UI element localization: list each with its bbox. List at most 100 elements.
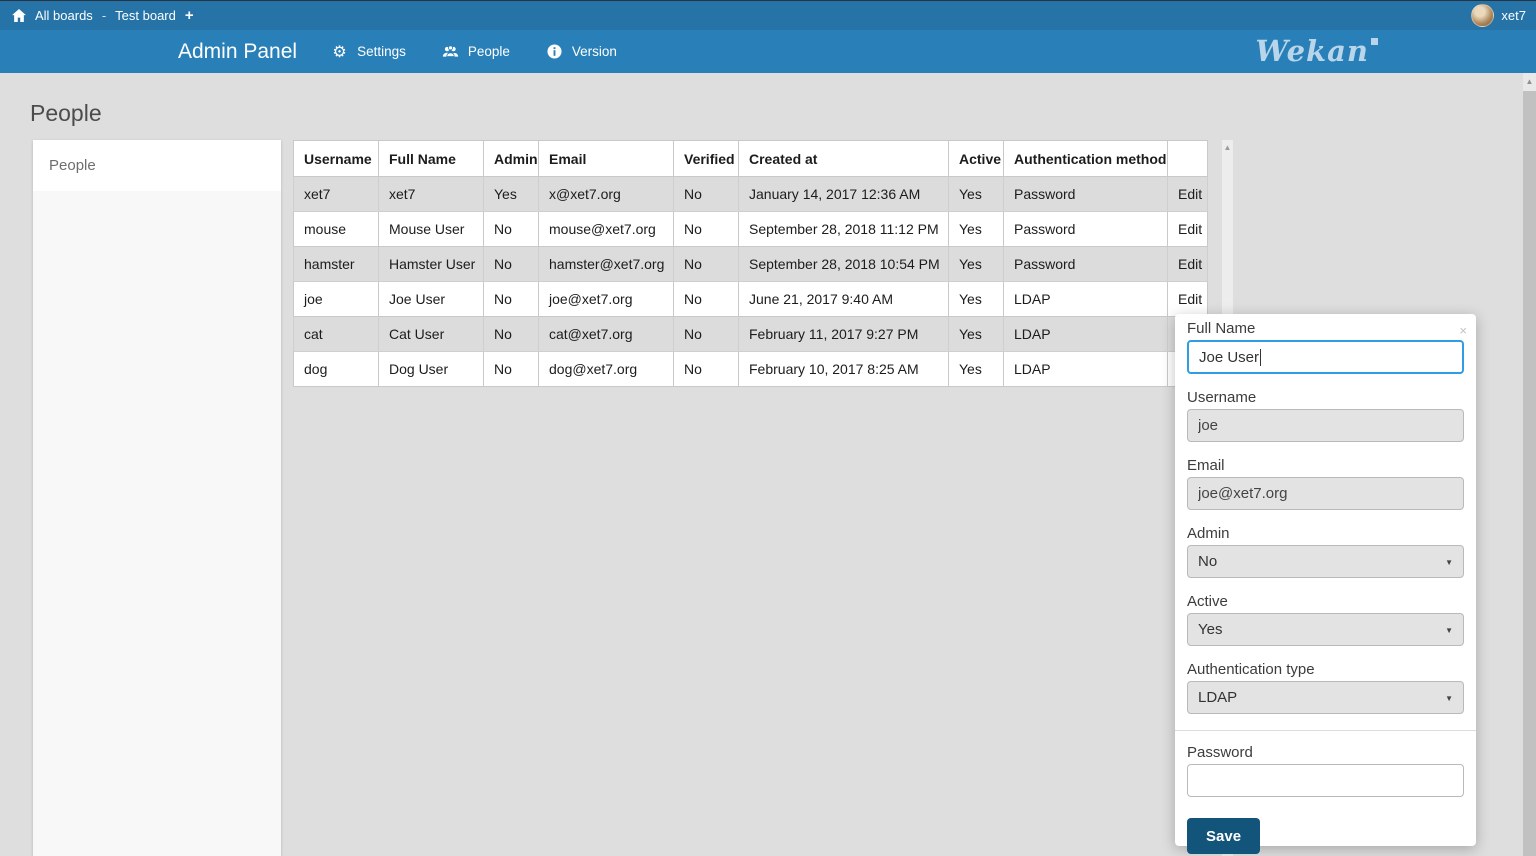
app-header: Admin Panel ⚙ Settings People: [0, 30, 1536, 73]
auth-type-field-group: Authentication type LDAP ▼: [1187, 661, 1464, 714]
full-name-label: Full Name: [1187, 320, 1256, 337]
menu-item-version[interactable]: Version: [546, 43, 617, 60]
full-name-input[interactable]: Joe User: [1187, 340, 1464, 374]
menu-item-settings[interactable]: ⚙ Settings: [331, 43, 406, 61]
cell-admin: No: [483, 281, 539, 317]
cell-active: Yes: [948, 281, 1004, 317]
cell-active: Yes: [948, 176, 1004, 212]
active-field-group: Active Yes ▼: [1187, 593, 1464, 646]
cell-verified: No: [673, 176, 739, 212]
cell-full_name: Joe User: [378, 281, 484, 317]
column-header-verified: Verified: [673, 140, 739, 177]
cell-email: dog@xet7.org: [538, 351, 674, 387]
cell-admin: No: [483, 246, 539, 282]
cell-username: joe: [293, 281, 379, 317]
cell-created_at: January 14, 2017 12:36 AM: [738, 176, 949, 212]
table-row: mouse Mouse User No mouse@xet7.org No Septemb…: [293, 211, 1208, 247]
cell-auth_method: LDAP: [1003, 351, 1168, 387]
breadcrumb-board-name[interactable]: Test board: [115, 8, 176, 23]
cell-created_at: September 28, 2018 10:54 PM: [738, 246, 949, 282]
cell-email: joe@xet7.org: [538, 281, 674, 317]
user-avatar[interactable]: [1471, 4, 1495, 27]
cell-created_at: September 28, 2018 11:12 PM: [738, 211, 949, 247]
menu-item-people[interactable]: People: [442, 43, 510, 60]
close-icon[interactable]: ×: [1459, 323, 1467, 338]
edit-link[interactable]: Edit: [1167, 281, 1208, 317]
menu-item-settings-label: Settings: [357, 44, 406, 59]
menu-item-version-label: Version: [571, 44, 617, 59]
people-icon: [442, 43, 459, 60]
edit-link[interactable]: Edit: [1167, 176, 1208, 212]
column-header-username: Username: [293, 140, 379, 177]
edit-link[interactable]: Edit: [1167, 246, 1208, 282]
chevron-down-icon: ▼: [1445, 626, 1453, 635]
page-scroll-up-icon[interactable]: ▲: [1525, 76, 1534, 86]
info-icon: [546, 43, 563, 60]
gear-icon: ⚙: [332, 43, 347, 61]
edit-user-popup: × Full Name Joe User Username Email Admi…: [1175, 314, 1476, 854]
admin-menu: ⚙ Settings People: [331, 43, 617, 61]
admin-field-group: Admin No ▼: [1187, 525, 1464, 578]
top-bar: All boards - Test board + xet7: [0, 0, 1536, 30]
cell-verified: No: [673, 211, 739, 247]
cell-verified: No: [673, 246, 739, 282]
column-header-created_at: Created at: [738, 140, 949, 177]
people-table-body: xet7 xet7 Yes x@xet7.org No January 14, 2017 …: [293, 176, 1208, 387]
cell-full_name: Hamster User: [378, 246, 484, 282]
column-header-active: Active: [948, 140, 1004, 177]
home-icon[interactable]: [12, 9, 26, 22]
column-header-admin: Admin: [483, 140, 539, 177]
cell-email: hamster@xet7.org: [538, 246, 674, 282]
breadcrumb-all-boards[interactable]: All boards: [35, 8, 93, 23]
table-row: joe Joe User No joe@xet7.org No June 21, 2017…: [293, 281, 1208, 317]
cell-admin: Yes: [483, 176, 539, 212]
email-field-group: Email: [1187, 457, 1464, 510]
cell-full_name: Cat User: [378, 316, 484, 352]
cell-active: Yes: [948, 211, 1004, 247]
add-board-icon[interactable]: +: [184, 7, 194, 24]
admin-select[interactable]: No ▼: [1187, 545, 1464, 578]
admin-label: Admin: [1187, 525, 1230, 542]
cell-admin: No: [483, 211, 539, 247]
table-row: xet7 xet7 Yes x@xet7.org No January 14, 2017 …: [293, 176, 1208, 212]
scroll-up-icon[interactable]: ▲: [1223, 142, 1232, 152]
cell-admin: No: [483, 351, 539, 387]
active-select[interactable]: Yes ▼: [1187, 613, 1464, 646]
chevron-down-icon: ▼: [1445, 558, 1453, 567]
cell-verified: No: [673, 316, 739, 352]
table-row: dog Dog User No dog@xet7.org No February 10, …: [293, 351, 1208, 387]
sidebar-item-people[interactable]: People: [33, 140, 281, 191]
password-label: Password: [1187, 744, 1253, 761]
cell-username: hamster: [293, 246, 379, 282]
cell-created_at: February 11, 2017 9:27 PM: [738, 316, 949, 352]
cell-active: Yes: [948, 246, 1004, 282]
table-header-row: Username Full Name Admin Email Verified Creat…: [293, 140, 1208, 177]
topbar-username: xet7: [1501, 8, 1526, 23]
edit-link[interactable]: Edit: [1167, 211, 1208, 247]
table-row: hamster Hamster User No hamster@xet7.org No S…: [293, 246, 1208, 282]
page-title: Admin Panel: [178, 39, 298, 63]
people-table: Username Full Name Admin Email Verified Creat…: [293, 140, 1208, 387]
active-label: Active: [1187, 593, 1228, 610]
wekan-logo: Wekan: [1255, 34, 1378, 68]
cell-auth_method: LDAP: [1003, 281, 1168, 317]
cell-auth_method: LDAP: [1003, 316, 1168, 352]
auth-type-select[interactable]: LDAP ▼: [1187, 681, 1464, 714]
cell-full_name: Mouse User: [378, 211, 484, 247]
page-scrollbar[interactable]: ▲: [1523, 73, 1536, 856]
password-input[interactable]: [1187, 764, 1464, 797]
username-label: Username: [1187, 389, 1257, 406]
cell-username: dog: [293, 351, 379, 387]
sidebar-item-label: People: [49, 157, 96, 174]
cell-auth_method: Password: [1003, 246, 1168, 282]
cell-verified: No: [673, 281, 739, 317]
cell-username: cat: [293, 316, 379, 352]
cell-full_name: xet7: [378, 176, 484, 212]
page-scrollbar-thumb[interactable]: [1523, 91, 1536, 856]
email-input: [1187, 477, 1464, 510]
cell-active: Yes: [948, 316, 1004, 352]
username-input: [1187, 409, 1464, 442]
save-button[interactable]: Save: [1187, 818, 1261, 854]
cell-active: Yes: [948, 351, 1004, 387]
